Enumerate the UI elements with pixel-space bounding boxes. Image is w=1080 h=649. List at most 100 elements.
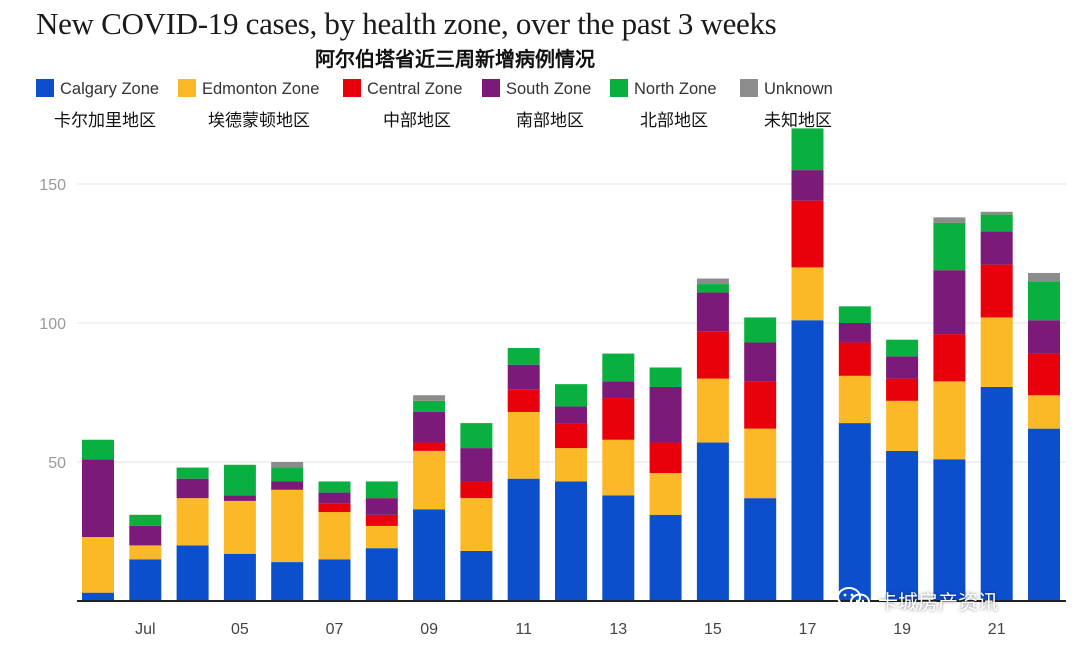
- legend-label-cn: 南部地区: [516, 111, 584, 131]
- bar-segment-calgary-zone: [649, 514, 682, 601]
- x-tick-label: 11: [515, 621, 532, 638]
- legend-item-south-zone: South Zone 南部地区: [482, 79, 592, 131]
- x-tick-label: 15: [704, 621, 722, 638]
- bar-segment-central-zone: [507, 389, 540, 412]
- bar-segment-central-zone: [555, 423, 587, 449]
- bar-segment-edmonton-zone: [82, 537, 114, 593]
- bar-segment-north-zone: [791, 128, 824, 171]
- bar-segment-south-zone: [318, 492, 351, 504]
- bar-segment-edmonton-zone: [649, 473, 682, 515]
- bar-segment-unknown: [1028, 272, 1060, 282]
- bar-segment-calgary-zone: [365, 548, 398, 601]
- bar-segment-calgary-zone: [507, 478, 540, 601]
- bar-segment-south-zone: [791, 170, 824, 201]
- bar-segment-north-zone: [507, 348, 540, 365]
- bar-segment-calgary-zone: [413, 509, 446, 601]
- bar-segment-central-zone: [933, 334, 966, 382]
- bar-segment-north-zone: [933, 222, 966, 271]
- bar-segment-central-zone: [886, 378, 919, 401]
- bar-segment-calgary-zone: [933, 459, 966, 601]
- bar-segment-calgary-zone: [696, 442, 729, 601]
- bar-segment-calgary-zone: [129, 559, 162, 601]
- bar-segment-calgary-zone: [886, 450, 919, 601]
- bar-segment-south-zone: [744, 342, 777, 382]
- bar-segment-north-zone: [223, 464, 256, 496]
- bar-segment-north-zone: [744, 317, 777, 343]
- x-tick-label: Jul: [135, 621, 155, 638]
- bar-segment-north-zone: [271, 467, 304, 482]
- bar-segment-south-zone: [507, 364, 540, 390]
- wechat-icon: [836, 587, 872, 615]
- legend-item-unknown: Unknown 未知地区: [740, 79, 833, 131]
- bar-segment-south-zone: [271, 481, 304, 490]
- bar-segment-calgary-zone: [838, 423, 871, 601]
- legend-swatch: [740, 79, 758, 97]
- watermark: 卡城房产资讯: [836, 586, 998, 615]
- bar-segment-unknown: [413, 395, 446, 401]
- bar-segment-south-zone: [413, 411, 446, 443]
- bar-segment-edmonton-zone: [744, 428, 777, 499]
- chart-subtitle: 阿尔伯塔省近三周新增病例情况: [315, 47, 595, 71]
- bar-segment-edmonton-zone: [176, 498, 209, 546]
- bar-segment-south-zone: [129, 525, 162, 546]
- legend-label: South Zone: [506, 80, 592, 98]
- bar-segment-south-zone: [602, 381, 635, 399]
- bar-segment-north-zone: [318, 481, 351, 493]
- bar-segment-central-zone: [791, 200, 824, 268]
- bar-segment-central-zone: [365, 514, 398, 526]
- legend-swatch: [343, 79, 361, 97]
- bar-segment-unknown: [696, 278, 729, 285]
- legend-swatch: [178, 79, 196, 97]
- bar-segment-calgary-zone: [602, 495, 635, 601]
- bar-segment-calgary-zone: [271, 562, 304, 601]
- legend-label-cn: 中部地区: [383, 111, 451, 131]
- bar-segment-south-zone: [555, 406, 587, 424]
- bar-segment-edmonton-zone: [886, 400, 919, 451]
- bar-segment-north-zone: [413, 400, 446, 412]
- bar-segment-edmonton-zone: [602, 439, 635, 496]
- bar-segment-edmonton-zone: [555, 448, 587, 482]
- bar-segment-south-zone: [176, 478, 209, 499]
- bar-segment-north-zone: [82, 439, 114, 460]
- bar-segment-south-zone: [1028, 320, 1060, 354]
- bar-segment-south-zone: [649, 386, 682, 443]
- legend-label: North Zone: [634, 80, 717, 98]
- bar-segment-central-zone: [980, 264, 1013, 318]
- legend-item-calgary-zone: Calgary Zone 卡尔加里地区: [36, 79, 159, 131]
- bar-segment-calgary-zone: [555, 481, 587, 601]
- chart-title: New COVID-19 cases, by health zone, over…: [36, 6, 777, 41]
- y-tick-label: 50: [48, 455, 66, 472]
- bar-segment-north-zone: [460, 423, 493, 449]
- bar-segment-edmonton-zone: [838, 375, 871, 424]
- bar-segment-north-zone: [176, 467, 209, 479]
- bar-segment-south-zone: [933, 270, 966, 335]
- bar-segment-calgary-zone: [980, 386, 1013, 601]
- bar-segment-calgary-zone: [744, 498, 777, 601]
- bar-segment-north-zone: [886, 339, 919, 357]
- bar-segment-calgary-zone: [318, 559, 351, 601]
- bar-segment-calgary-zone: [82, 592, 114, 601]
- bar-segment-south-zone: [82, 459, 114, 538]
- legend-label: Central Zone: [367, 80, 463, 98]
- x-tick-label: 21: [988, 621, 1006, 638]
- bar-segment-edmonton-zone: [129, 545, 162, 560]
- x-tick-label: 05: [231, 621, 249, 638]
- legend-label-cn: 未知地区: [764, 111, 832, 131]
- bar-segment-edmonton-zone: [933, 381, 966, 460]
- bar-segment-edmonton-zone: [460, 498, 493, 551]
- legend-label: Edmonton Zone: [202, 80, 320, 98]
- legend-label-cn: 埃德蒙顿地区: [208, 111, 310, 131]
- x-tick-label: 13: [609, 621, 627, 638]
- bar-segment-north-zone: [555, 384, 587, 407]
- bar-segment-central-zone: [602, 398, 635, 440]
- legend-item-edmonton-zone: Edmonton Zone 埃德蒙顿地区: [178, 79, 320, 131]
- bar-segment-south-zone: [980, 231, 1013, 265]
- legend-item-north-zone: North Zone 北部地区: [610, 79, 717, 131]
- bar-segment-south-zone: [838, 323, 871, 343]
- bar-segment-south-zone: [886, 356, 919, 379]
- bar-segment-edmonton-zone: [365, 525, 398, 549]
- legend-label-cn: 北部地区: [640, 111, 708, 131]
- bar-segment-north-zone: [129, 514, 162, 526]
- legend-label-cn: 卡尔加里地区: [54, 111, 156, 131]
